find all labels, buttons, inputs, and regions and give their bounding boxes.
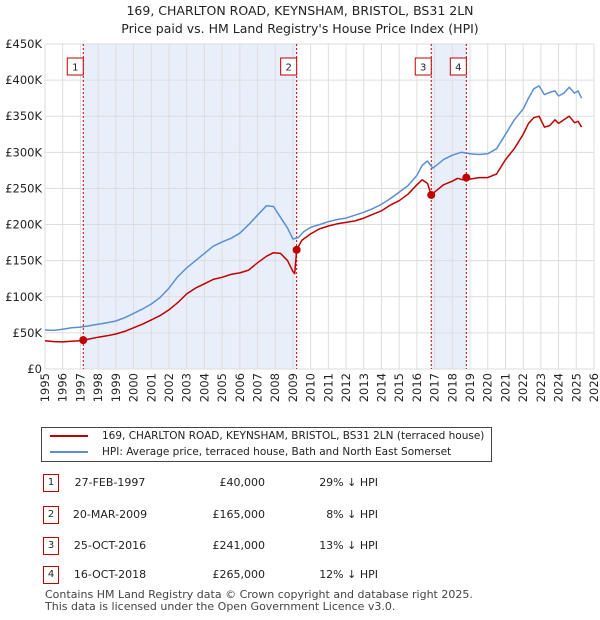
transaction-row: 3 25-OCT-2016 £241,000 13% ↓ HPI	[0, 537, 600, 557]
x-tick-label: 2021	[498, 373, 512, 402]
chart-legend: 169, CHARLTON ROAD, KEYNSHAM, BRISTOL, B…	[41, 427, 492, 462]
x-tick-label: 2019	[463, 373, 477, 402]
transaction-number: 2	[43, 506, 59, 524]
transaction-price: £165,000	[212, 508, 266, 521]
x-tick-label: 2017	[428, 373, 442, 402]
chart-title-line1: 169, CHARLTON ROAD, KEYNSHAM, BRISTOL, B…	[126, 3, 474, 18]
x-tick-label: 2000	[127, 373, 141, 402]
transaction-date: 25-OCT-2016	[73, 539, 147, 552]
transaction-number: 1	[43, 474, 59, 492]
ownership-period-shade	[83, 44, 297, 369]
legend-label-price: 169, CHARLTON ROAD, KEYNSHAM, BRISTOL, B…	[102, 430, 485, 442]
footer-attribution: Contains HM Land Registry data © Crown c…	[45, 589, 473, 613]
transaction-number: 3	[43, 537, 59, 555]
price-paid-line	[44, 115, 583, 343]
ownership-period-shade	[431, 44, 467, 369]
y-tick-label: £350K	[5, 109, 42, 123]
x-tick-label: 2015	[392, 373, 406, 402]
sale-marker-label: 2	[285, 63, 291, 74]
x-tick-label: 2002	[162, 373, 176, 402]
transaction-hpi-diff: 8% ↓ HPI	[326, 508, 378, 521]
hpi-line	[44, 85, 583, 332]
transaction-hpi-diff: 13% ↓ HPI	[319, 539, 378, 552]
x-tick-label: 1996	[56, 373, 70, 402]
sale-marker-box: 1	[66, 57, 84, 76]
x-tick-label: 1997	[73, 373, 87, 402]
transaction-row: 4 16-OCT-2018 £265,000 12% ↓ HPI	[0, 566, 600, 586]
x-tick-label: 2025	[569, 373, 583, 402]
transaction-row: 2 20-MAR-2009 £165,000 8% ↓ HPI	[0, 506, 600, 526]
x-tick-label: 2026	[587, 373, 600, 402]
transaction-number: 4	[43, 566, 59, 584]
transaction-date: 27-FEB-1997	[74, 476, 146, 489]
y-tick-label: £0	[27, 362, 42, 376]
transaction-hpi-diff: 29% ↓ HPI	[319, 476, 378, 489]
x-tick-label: 2006	[233, 373, 247, 402]
transaction-date: 20-MAR-2009	[72, 508, 148, 521]
sale-point	[292, 245, 301, 254]
y-tick-label: £300K	[5, 145, 42, 159]
transaction-price: £241,000	[212, 539, 266, 552]
x-tick-label: 1995	[38, 373, 52, 402]
y-tick-label: £150K	[5, 254, 42, 268]
sale-marker-box: 3	[414, 57, 432, 76]
y-tick-label: £100K	[5, 290, 42, 304]
x-tick-label: 2016	[410, 373, 424, 402]
sale-marker-frame	[66, 57, 84, 76]
x-tick-label: 2010	[304, 373, 318, 402]
x-tick-label: 2018	[445, 373, 459, 402]
x-tick-label: 2014	[374, 373, 388, 402]
sale-marker-frame	[280, 57, 298, 76]
y-tick-label: £250K	[5, 181, 42, 195]
y-tick-label: £50K	[13, 326, 43, 340]
x-tick-label: 1998	[91, 373, 105, 402]
sale-marker-box: 2	[280, 57, 298, 76]
y-tick-label: £450K	[5, 37, 42, 51]
x-tick-label: 2007	[251, 373, 265, 402]
sale-point	[427, 190, 436, 199]
sale-marker-frame	[449, 57, 467, 76]
transaction-hpi-diff: 12% ↓ HPI	[319, 568, 378, 581]
x-tick-label: 2001	[144, 373, 158, 402]
x-tick-label: 2013	[357, 373, 371, 402]
x-tick-label: 2003	[180, 373, 194, 402]
footer-line1: Contains HM Land Registry data © Crown c…	[45, 588, 473, 601]
sale-point	[462, 173, 471, 182]
transaction-price: £265,000	[212, 568, 266, 581]
sale-marker-label: 3	[420, 63, 426, 74]
chart-title-line2: Price paid vs. HM Land Registry's House …	[121, 21, 479, 36]
legend-item-hpi: HPI: Average price, terraced house, Bath…	[50, 444, 451, 460]
sale-marker-frame	[414, 57, 432, 76]
y-tick-label: £200K	[5, 218, 42, 232]
x-tick-label: 2020	[481, 373, 495, 402]
x-tick-label: 2011	[321, 373, 335, 402]
legend-label-hpi: HPI: Average price, terraced house, Bath…	[102, 446, 452, 458]
x-tick-label: 1999	[109, 373, 123, 402]
sale-point	[79, 336, 88, 345]
sale-marker-label: 1	[72, 63, 78, 74]
x-tick-label: 2023	[534, 373, 548, 402]
y-tick-label: £400K	[5, 73, 42, 87]
footer-line2: This data is licensed under the Open Gov…	[45, 600, 396, 613]
transaction-date: 16-OCT-2018	[73, 568, 147, 581]
sale-marker-box: 4	[449, 57, 467, 76]
transaction-row: 1 27-FEB-1997 £40,000 29% ↓ HPI	[0, 474, 600, 494]
transaction-price: £40,000	[219, 476, 266, 489]
x-tick-label: 2008	[268, 373, 282, 402]
x-tick-label: 2024	[552, 373, 566, 402]
x-tick-label: 2022	[516, 373, 530, 402]
legend-swatch-hpi	[50, 451, 88, 453]
x-tick-label: 2009	[286, 373, 300, 402]
x-tick-label: 2005	[215, 373, 229, 402]
legend-swatch-price	[50, 435, 88, 437]
sale-marker-label: 4	[455, 63, 461, 74]
x-tick-label: 2012	[339, 373, 353, 402]
price-chart: 1 2 3 4 £0 £50K £100K £150K £200K £250K £300K £350…	[5, 37, 600, 402]
x-tick-label: 2004	[197, 373, 211, 402]
legend-item-price: 169, CHARLTON ROAD, KEYNSHAM, BRISTOL, B…	[50, 428, 484, 444]
